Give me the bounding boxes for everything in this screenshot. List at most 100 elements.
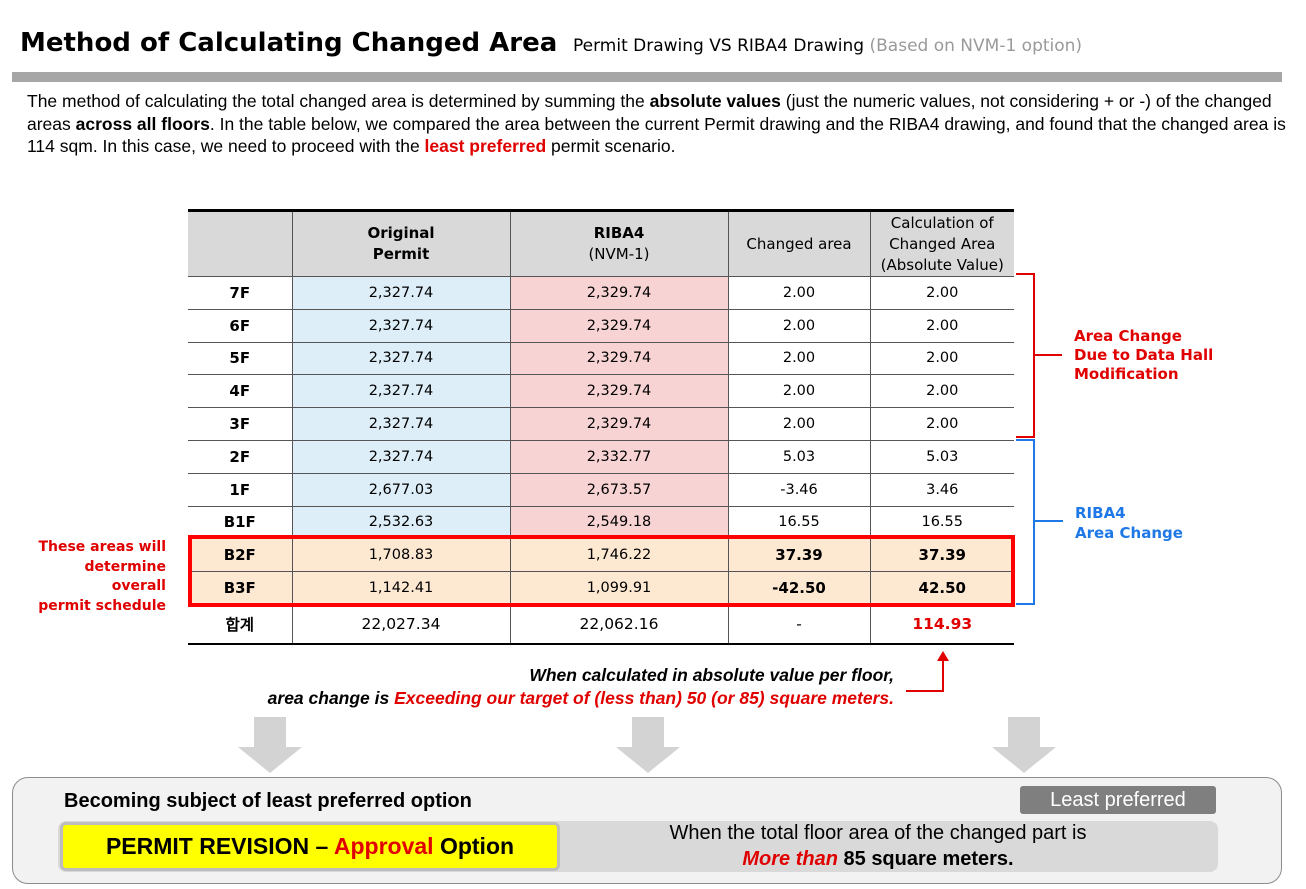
schedule-note-l1: These areas will — [38, 539, 166, 555]
original-cell: 2,327.74 — [291, 407, 511, 441]
table-row: 1F 2,677.03 2,673.57 -3.46 3.46 — [188, 472, 1014, 507]
absolute-cell: 37.39 — [869, 538, 1014, 573]
original-cell: 2,327.74 — [291, 308, 511, 343]
highlight-box — [188, 535, 1015, 607]
absolute-cell: 16.55 — [869, 505, 1014, 540]
table-row: 4F 2,327.74 2,329.74 2.00 2.00 — [188, 374, 1014, 409]
intro-text-2: (just the numeric values, not considerin… — [27, 91, 1272, 134]
table-row-highlighted: B2F 1,708.83 1,746.22 37.39 37.39 — [188, 538, 1014, 573]
changed-cell: 2.00 — [727, 276, 871, 310]
floor-cell: 6F — [188, 308, 293, 343]
callout-line-2a: area change is — [267, 688, 395, 708]
riba4-bracket-tick — [1035, 520, 1063, 522]
condition-line-1: When the total floor area of the changed… — [669, 822, 1087, 844]
header-absolute-l3: (Absolute Value) — [880, 255, 1004, 274]
total-label-cell: 합계 — [188, 603, 293, 645]
intro-text-1: The method of calculating the total chan… — [27, 91, 650, 111]
condition-text: When the total floor area of the changed… — [560, 820, 1196, 872]
total-riba4-cell: 22,062.16 — [509, 603, 729, 645]
absolute-cell: 5.03 — [869, 439, 1014, 474]
original-cell: 1,142.41 — [291, 571, 511, 605]
permit-pill-text-b: Approval — [333, 833, 434, 859]
table-header-row: Original Permit RIBA4 (NVM-1) Changed area… — [188, 210, 1014, 277]
riba4-cell: 2,329.74 — [509, 407, 729, 441]
data-hall-label: Area Change Due to Data Hall Modification — [1074, 327, 1213, 384]
riba4-bracket — [1016, 439, 1035, 605]
permit-revision-pill: PERMIT REVISION – Approval Option — [60, 822, 560, 871]
table-row: 7F 2,327.74 2,329.74 2.00 2.00 — [188, 276, 1014, 310]
riba4-cell: 2,549.18 — [509, 505, 729, 540]
title-divider — [12, 72, 1282, 82]
original-cell: 2,532.63 — [291, 505, 511, 540]
condition-line-2a: More than — [742, 848, 838, 870]
riba4-cell: 2,332.77 — [509, 439, 729, 474]
riba4-label: RIBA4 Area Change — [1075, 503, 1183, 543]
header-riba4-l1: RIBA4 — [593, 224, 645, 242]
header-riba4-l2: (NVM-1) — [588, 245, 650, 263]
floor-cell: 5F — [188, 341, 293, 376]
header-original-permit: Original Permit — [291, 210, 511, 277]
conclusion-heading: Becoming subject of least preferred opti… — [64, 790, 472, 812]
changed-cell: 2.00 — [727, 341, 871, 376]
page-subtitle: Permit Drawing VS RIBA4 Drawing (Based o… — [573, 36, 1082, 56]
data-hall-bracket — [1016, 273, 1035, 438]
floor-cell: 4F — [188, 374, 293, 409]
changed-cell: 2.00 — [727, 374, 871, 409]
intro-bold-2: across all floors — [75, 113, 210, 134]
original-cell: 2,327.74 — [291, 276, 511, 310]
riba4-cell: 2,329.74 — [509, 341, 729, 376]
original-cell: 2,677.03 — [291, 472, 511, 507]
absolute-value-callout: When calculated in absolute value per fl… — [268, 664, 894, 710]
changed-cell: 5.03 — [727, 439, 871, 474]
floor-cell: 7F — [188, 276, 293, 310]
floor-cell: 3F — [188, 407, 293, 441]
schedule-note-l2: determine overall — [84, 558, 166, 595]
schedule-note: These areas will determine overall permit … — [30, 538, 166, 616]
data-hall-label-l3: Modification — [1074, 365, 1179, 383]
table-row: B1F 2,532.63 2,549.18 16.55 16.55 — [188, 505, 1014, 540]
intro-text-3: . In the table below, we compared the ar… — [27, 113, 1286, 157]
table-total-row: 합계 22,027.34 22,062.16-114.93 — [188, 603, 1014, 645]
header-absolute-l1: Calculation of — [890, 213, 994, 232]
total-original-cell: 22,027.34 — [291, 603, 511, 645]
changed-cell: 2.00 — [727, 308, 871, 343]
original-cell: 2,327.74 — [291, 439, 511, 474]
riba4-label-l1: RIBA4 — [1075, 504, 1126, 522]
down-arrow-icon — [616, 717, 680, 773]
absolute-cell: 3.46 — [869, 472, 1014, 507]
header-floor — [188, 210, 293, 277]
riba4-cell: 2,329.74 — [509, 374, 729, 409]
total-changed-cell: - — [727, 603, 871, 645]
riba4-cell: 2,673.57 — [509, 472, 729, 507]
table-row: 2F 2,327.74 2,332.77 5.03 5.03 — [188, 439, 1014, 474]
riba4-cell: 2,329.74 — [509, 276, 729, 310]
callout-line-2b: Exceeding our target of (less than) 50 (… — [394, 688, 894, 708]
header-changed-area: Changed area — [727, 210, 871, 277]
header-original-l1: Original — [367, 224, 435, 242]
schedule-note-l3: permit schedule — [38, 597, 166, 614]
changed-cell: 2.00 — [727, 407, 871, 441]
subtitle-note: (Based on NVM-1 option) — [869, 36, 1083, 56]
intro-text-4: permit scenario. — [546, 136, 676, 157]
callout-connector-vertical — [942, 655, 944, 692]
area-comparison-table: Original Permit RIBA4 (NVM-1) Changed area… — [188, 209, 1014, 645]
data-hall-bracket-tick — [1035, 354, 1062, 356]
data-hall-label-l2: Due to Data Hall — [1074, 346, 1214, 364]
absolute-cell: 2.00 — [869, 374, 1014, 409]
original-cell: 1,708.83 — [291, 538, 511, 573]
header-absolute: Calculation of Changed Area (Absolute Valu… — [869, 210, 1014, 277]
total-absolute-cell: 114.93 — [869, 603, 1014, 645]
header-absolute-l2: Changed Area — [889, 234, 996, 253]
absolute-cell: 2.00 — [869, 341, 1014, 376]
header-original-l2: Permit — [372, 245, 430, 263]
table-row: 3F 2,327.74 2,329.74 2.00 2.00 — [188, 407, 1014, 441]
riba4-cell: 1,746.22 — [509, 538, 729, 573]
page-title: Method of Calculating Changed Area — [20, 28, 558, 58]
absolute-cell: 2.00 — [869, 308, 1014, 343]
least-preferred-badge: Least preferred — [1020, 786, 1216, 814]
changed-cell: -3.46 — [727, 472, 871, 507]
riba4-cell: 2,329.74 — [509, 308, 729, 343]
table-row: 6F 2,327.74 2,329.74 2.00 2.00 — [188, 308, 1014, 343]
condition-line-2b: 85 square meters. — [837, 848, 1014, 870]
down-arrow-icon — [238, 717, 302, 773]
